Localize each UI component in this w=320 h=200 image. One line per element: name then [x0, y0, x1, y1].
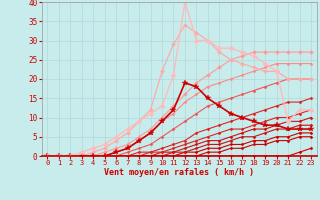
X-axis label: Vent moyen/en rafales ( km/h ): Vent moyen/en rafales ( km/h ): [104, 168, 254, 177]
